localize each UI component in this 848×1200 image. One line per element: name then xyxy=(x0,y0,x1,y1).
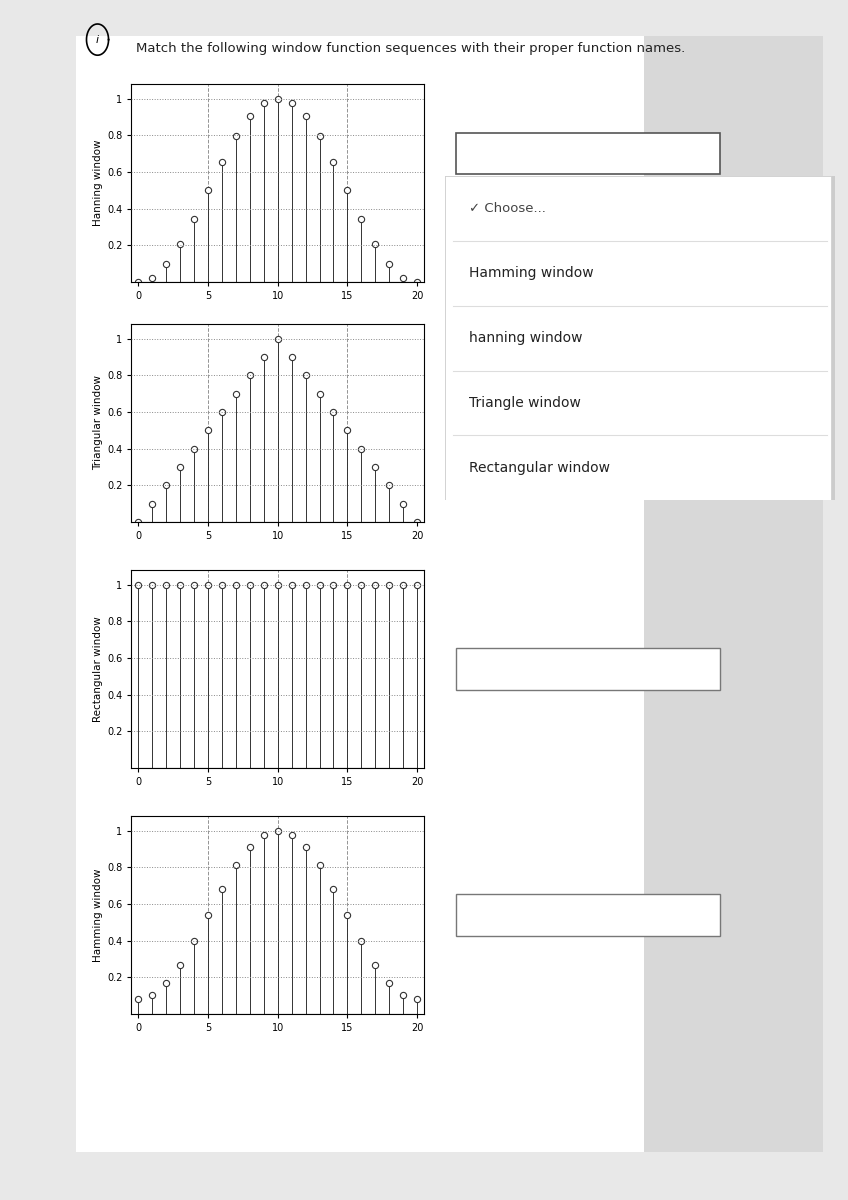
FancyBboxPatch shape xyxy=(456,402,720,444)
Text: Choose...: Choose... xyxy=(472,146,534,160)
FancyBboxPatch shape xyxy=(456,894,720,936)
FancyBboxPatch shape xyxy=(456,133,720,174)
Bar xyxy=(76,36,823,1152)
Text: Hamming window: Hamming window xyxy=(469,266,594,281)
Text: Rectangular window: Rectangular window xyxy=(469,461,610,475)
Text: hanning window: hanning window xyxy=(469,331,582,346)
Text: ↕: ↕ xyxy=(697,418,706,428)
Text: ✓ Choose...: ✓ Choose... xyxy=(469,202,545,215)
Text: Choose...: Choose... xyxy=(472,908,534,922)
Text: ↕: ↕ xyxy=(697,910,706,920)
Text: Match the following window function sequences with their proper function names.: Match the following window function sequ… xyxy=(136,42,685,55)
Y-axis label: Hamming window: Hamming window xyxy=(93,869,103,961)
Text: ↕: ↕ xyxy=(697,664,706,674)
Y-axis label: Hanning window: Hanning window xyxy=(93,139,103,227)
Text: Triangle window: Triangle window xyxy=(469,396,581,410)
Text: Choose...: Choose... xyxy=(472,662,534,676)
Text: Choose...: Choose... xyxy=(472,416,534,430)
FancyBboxPatch shape xyxy=(456,648,720,690)
Text: i: i xyxy=(96,35,99,44)
Y-axis label: Rectangular window: Rectangular window xyxy=(93,616,103,722)
Text: ↕: ↕ xyxy=(697,149,706,158)
Bar xyxy=(644,36,823,1152)
Y-axis label: Triangular window: Triangular window xyxy=(93,376,103,470)
